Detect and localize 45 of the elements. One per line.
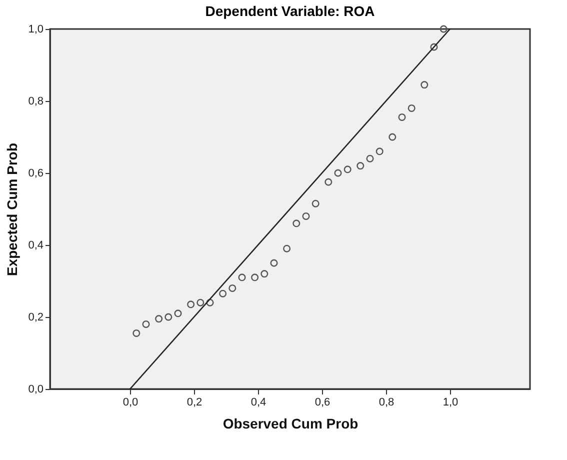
point [388,133,396,141]
point [408,104,416,112]
y-tick-label: 1,0 [28,24,44,36]
point [324,178,332,186]
point [292,220,300,228]
point [164,313,172,321]
x-tick-label: 0,6 [314,396,330,408]
point [356,162,364,170]
point [398,113,406,121]
point [312,200,320,208]
point [155,315,163,323]
point [228,284,236,292]
y-axis-title: Expected Cum Prob [4,142,20,276]
point [174,310,182,318]
y-tick-label: 0,6 [28,168,44,180]
x-tick-label: 0,8 [378,396,394,408]
point [430,43,438,51]
point [376,148,384,156]
point [251,274,259,282]
y-tick-label: 0,4 [28,240,44,252]
point [142,320,150,328]
point [283,244,291,252]
y-tick-label: 0,0 [28,384,44,396]
point [334,169,342,177]
x-tick-label: 0,4 [250,396,266,408]
x-tick-label: 0,2 [186,396,202,408]
chart-title: Dependent Variable: ROA [205,3,375,19]
point [270,259,278,267]
point [366,154,374,162]
point [206,298,214,306]
x-tick-label: 1,0 [442,396,458,408]
point [132,329,140,337]
point [440,25,448,33]
y-tick-label: 0,8 [28,96,44,108]
point [260,270,268,278]
point [302,212,310,220]
x-axis-title: Observed Cum Prob [222,416,358,432]
point [187,300,195,308]
y-tick-label: 0,2 [28,312,44,324]
point [238,274,246,282]
point [344,166,352,174]
point [420,81,428,89]
point [219,290,227,298]
point [196,298,204,306]
x-tick-label: 0,0 [122,396,138,408]
